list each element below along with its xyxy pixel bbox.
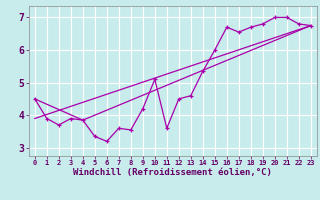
X-axis label: Windchill (Refroidissement éolien,°C): Windchill (Refroidissement éolien,°C): [73, 168, 272, 177]
